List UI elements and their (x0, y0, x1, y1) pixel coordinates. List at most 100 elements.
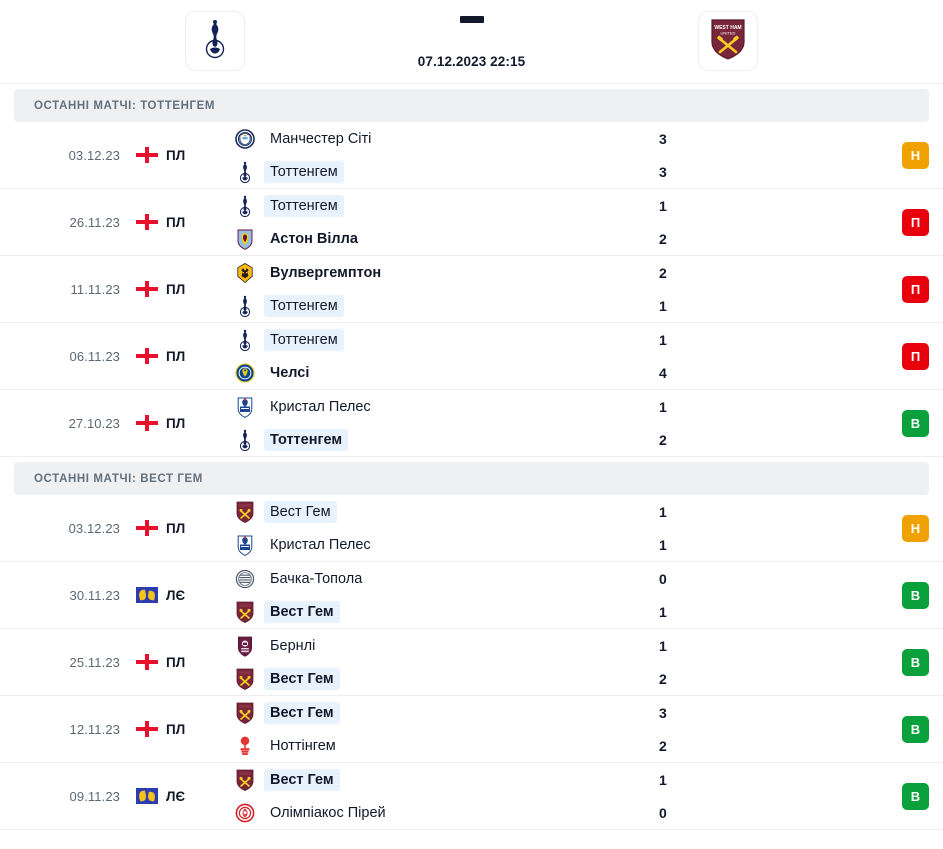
away-team-line[interactable]: Вест Гем (234, 667, 639, 691)
result-cell: В (779, 782, 929, 810)
result-badge[interactable]: В (902, 782, 929, 810)
competition-cell[interactable]: ПЛ (126, 214, 228, 230)
home-score-line: 3 (659, 701, 779, 725)
away-team-line[interactable]: Астон Вілла (234, 227, 639, 251)
match-row[interactable]: 26.11.23 ПЛ Тоттенгем Астон Вілла (0, 189, 943, 256)
away-team-line[interactable]: Тоттенгем (234, 428, 639, 452)
result-badge[interactable]: В (902, 581, 929, 609)
tottenham-crest-icon (198, 19, 232, 64)
match-date: 09.11.23 (69, 788, 120, 804)
teams-cell: Кристал Пелес Тоттенгем (228, 395, 639, 452)
home-team-line[interactable]: Вест Гем (234, 701, 639, 725)
home-score-line: 2 (659, 261, 779, 285)
competition-cell[interactable]: ЛЄ (126, 587, 228, 603)
result-cell: П (779, 342, 929, 370)
away-team-line[interactable]: Кристал Пелес (234, 533, 639, 557)
result-badge[interactable]: П (902, 342, 929, 370)
section-header: ОСТАННІ МАТЧІ: ВЕСТ ГЕМ (14, 462, 929, 495)
result-badge[interactable]: Н (902, 141, 929, 169)
score-cell: 1 2 (659, 634, 779, 691)
home-score-line: 1 (659, 634, 779, 658)
away-score: 2 (659, 670, 667, 687)
match-row[interactable]: 03.12.23 ПЛ Манчестер Сіті Тоттенгем (0, 122, 943, 189)
away-score-line: 1 (659, 294, 779, 318)
match-row[interactable]: 30.11.23 ЛЄ Бачка-Топола (0, 562, 943, 629)
match-row[interactable]: 06.11.23 ПЛ Тоттенгем Челсі (0, 323, 943, 390)
score-cell: 3 2 (659, 701, 779, 758)
competition-label: ПЛ (166, 147, 186, 163)
teams-cell: Вест Гем Ноттінгем (228, 701, 639, 758)
match-date: 11.11.23 (70, 281, 120, 297)
result-cell: П (779, 208, 929, 236)
match-row[interactable]: 27.10.23 ПЛ Кристал Пелес Тоттенгем (0, 390, 943, 457)
away-team-line[interactable]: Тоттенгем (234, 160, 639, 184)
match-header: 07.12.2023 22:15 WEST HAM UNITED (0, 0, 943, 84)
match-list: 03.12.23 ПЛ Вест Гем (0, 495, 943, 830)
backa-topola-crest-icon (234, 568, 256, 590)
away-score-line: 2 (659, 667, 779, 691)
away-team-name: Астон Вілла (270, 230, 358, 247)
result-badge[interactable]: Н (902, 514, 929, 542)
home-team-name: Бернлі (270, 637, 316, 654)
west-ham-crest-icon (234, 702, 256, 724)
match-date: 25.11.23 (69, 654, 120, 670)
result-badge[interactable]: П (902, 208, 929, 236)
home-team-line[interactable]: Кристал Пелес (234, 395, 639, 419)
home-team-line[interactable]: Бачка-Топола (234, 567, 639, 591)
competition-cell[interactable]: ПЛ (126, 147, 228, 163)
score-placeholder-dash (459, 16, 484, 23)
away-team-line[interactable]: Вест Гем (234, 600, 639, 624)
west-ham-crest-icon: WEST HAM UNITED (709, 18, 747, 65)
home-team-name: Тоттенгем (264, 194, 344, 217)
result-badge[interactable]: В (902, 409, 929, 437)
away-score-line: 2 (659, 428, 779, 452)
away-team-line[interactable]: Челсі (234, 361, 639, 385)
match-row[interactable]: 25.11.23 ПЛ Бернлі (0, 629, 943, 696)
home-team-line[interactable]: Бернлі (234, 634, 639, 658)
home-team-line[interactable]: Тоттенгем (234, 328, 639, 352)
match-row[interactable]: 12.11.23 ПЛ Вест Гем (0, 696, 943, 763)
teams-cell: Тоттенгем Астон Вілла (228, 194, 639, 251)
home-team-crest-box[interactable] (185, 11, 245, 71)
away-team-line[interactable]: Ноттінгем (234, 734, 639, 758)
competition-label: ПЛ (166, 281, 186, 297)
away-team-line[interactable]: Тоттенгем (234, 294, 639, 318)
match-row[interactable]: 03.12.23 ПЛ Вест Гем (0, 495, 943, 562)
home-team-line[interactable]: Тоттенгем (234, 194, 639, 218)
result-badge[interactable]: П (902, 275, 929, 303)
away-score-line: 3 (659, 160, 779, 184)
svg-text:UNITED: UNITED (721, 30, 736, 35)
competition-cell[interactable]: ПЛ (126, 348, 228, 364)
home-team-line[interactable]: Вест Гем (234, 768, 639, 792)
match-list: 03.12.23 ПЛ Манчестер Сіті Тоттенгем (0, 122, 943, 457)
competition-cell[interactable]: ПЛ (126, 654, 228, 670)
home-score-line: 0 (659, 567, 779, 591)
home-score-line: 1 (659, 194, 779, 218)
competition-cell[interactable]: ЛЄ (126, 788, 228, 804)
away-score: 4 (659, 364, 667, 381)
competition-cell[interactable]: ПЛ (126, 721, 228, 737)
nottingham-forest-crest-icon (234, 735, 256, 757)
result-badge[interactable]: В (902, 715, 929, 743)
competition-cell[interactable]: ПЛ (126, 415, 228, 431)
competition-cell[interactable]: ПЛ (126, 520, 228, 536)
away-team-line[interactable]: Олімпіакос Пірей (234, 801, 639, 825)
away-team-crest-box[interactable]: WEST HAM UNITED (698, 11, 758, 71)
home-team-line[interactable]: Вулвергемптон (234, 261, 639, 285)
home-score: 1 (659, 771, 667, 788)
result-badge[interactable]: В (902, 648, 929, 676)
england-flag-icon (136, 520, 158, 536)
tottenham-crest-icon (234, 161, 256, 183)
result-cell: Н (779, 514, 929, 542)
home-team-line[interactable]: Вест Гем (234, 500, 639, 524)
match-row[interactable]: 11.11.23 ПЛ Вулвергемптон Тоттенгем (0, 256, 943, 323)
home-score-line: 3 (659, 127, 779, 151)
kickoff-time: 07.12.2023 22:15 (417, 54, 526, 69)
match-row[interactable]: 09.11.23 ЛЄ Вест Гем (0, 763, 943, 830)
competition-cell[interactable]: ПЛ (126, 281, 228, 297)
england-flag-icon (136, 721, 158, 737)
home-team-line[interactable]: Манчестер Сіті (234, 127, 639, 151)
home-score-line: 1 (659, 500, 779, 524)
away-team-name: Тоттенгем (264, 428, 349, 451)
away-score: 3 (659, 163, 667, 180)
